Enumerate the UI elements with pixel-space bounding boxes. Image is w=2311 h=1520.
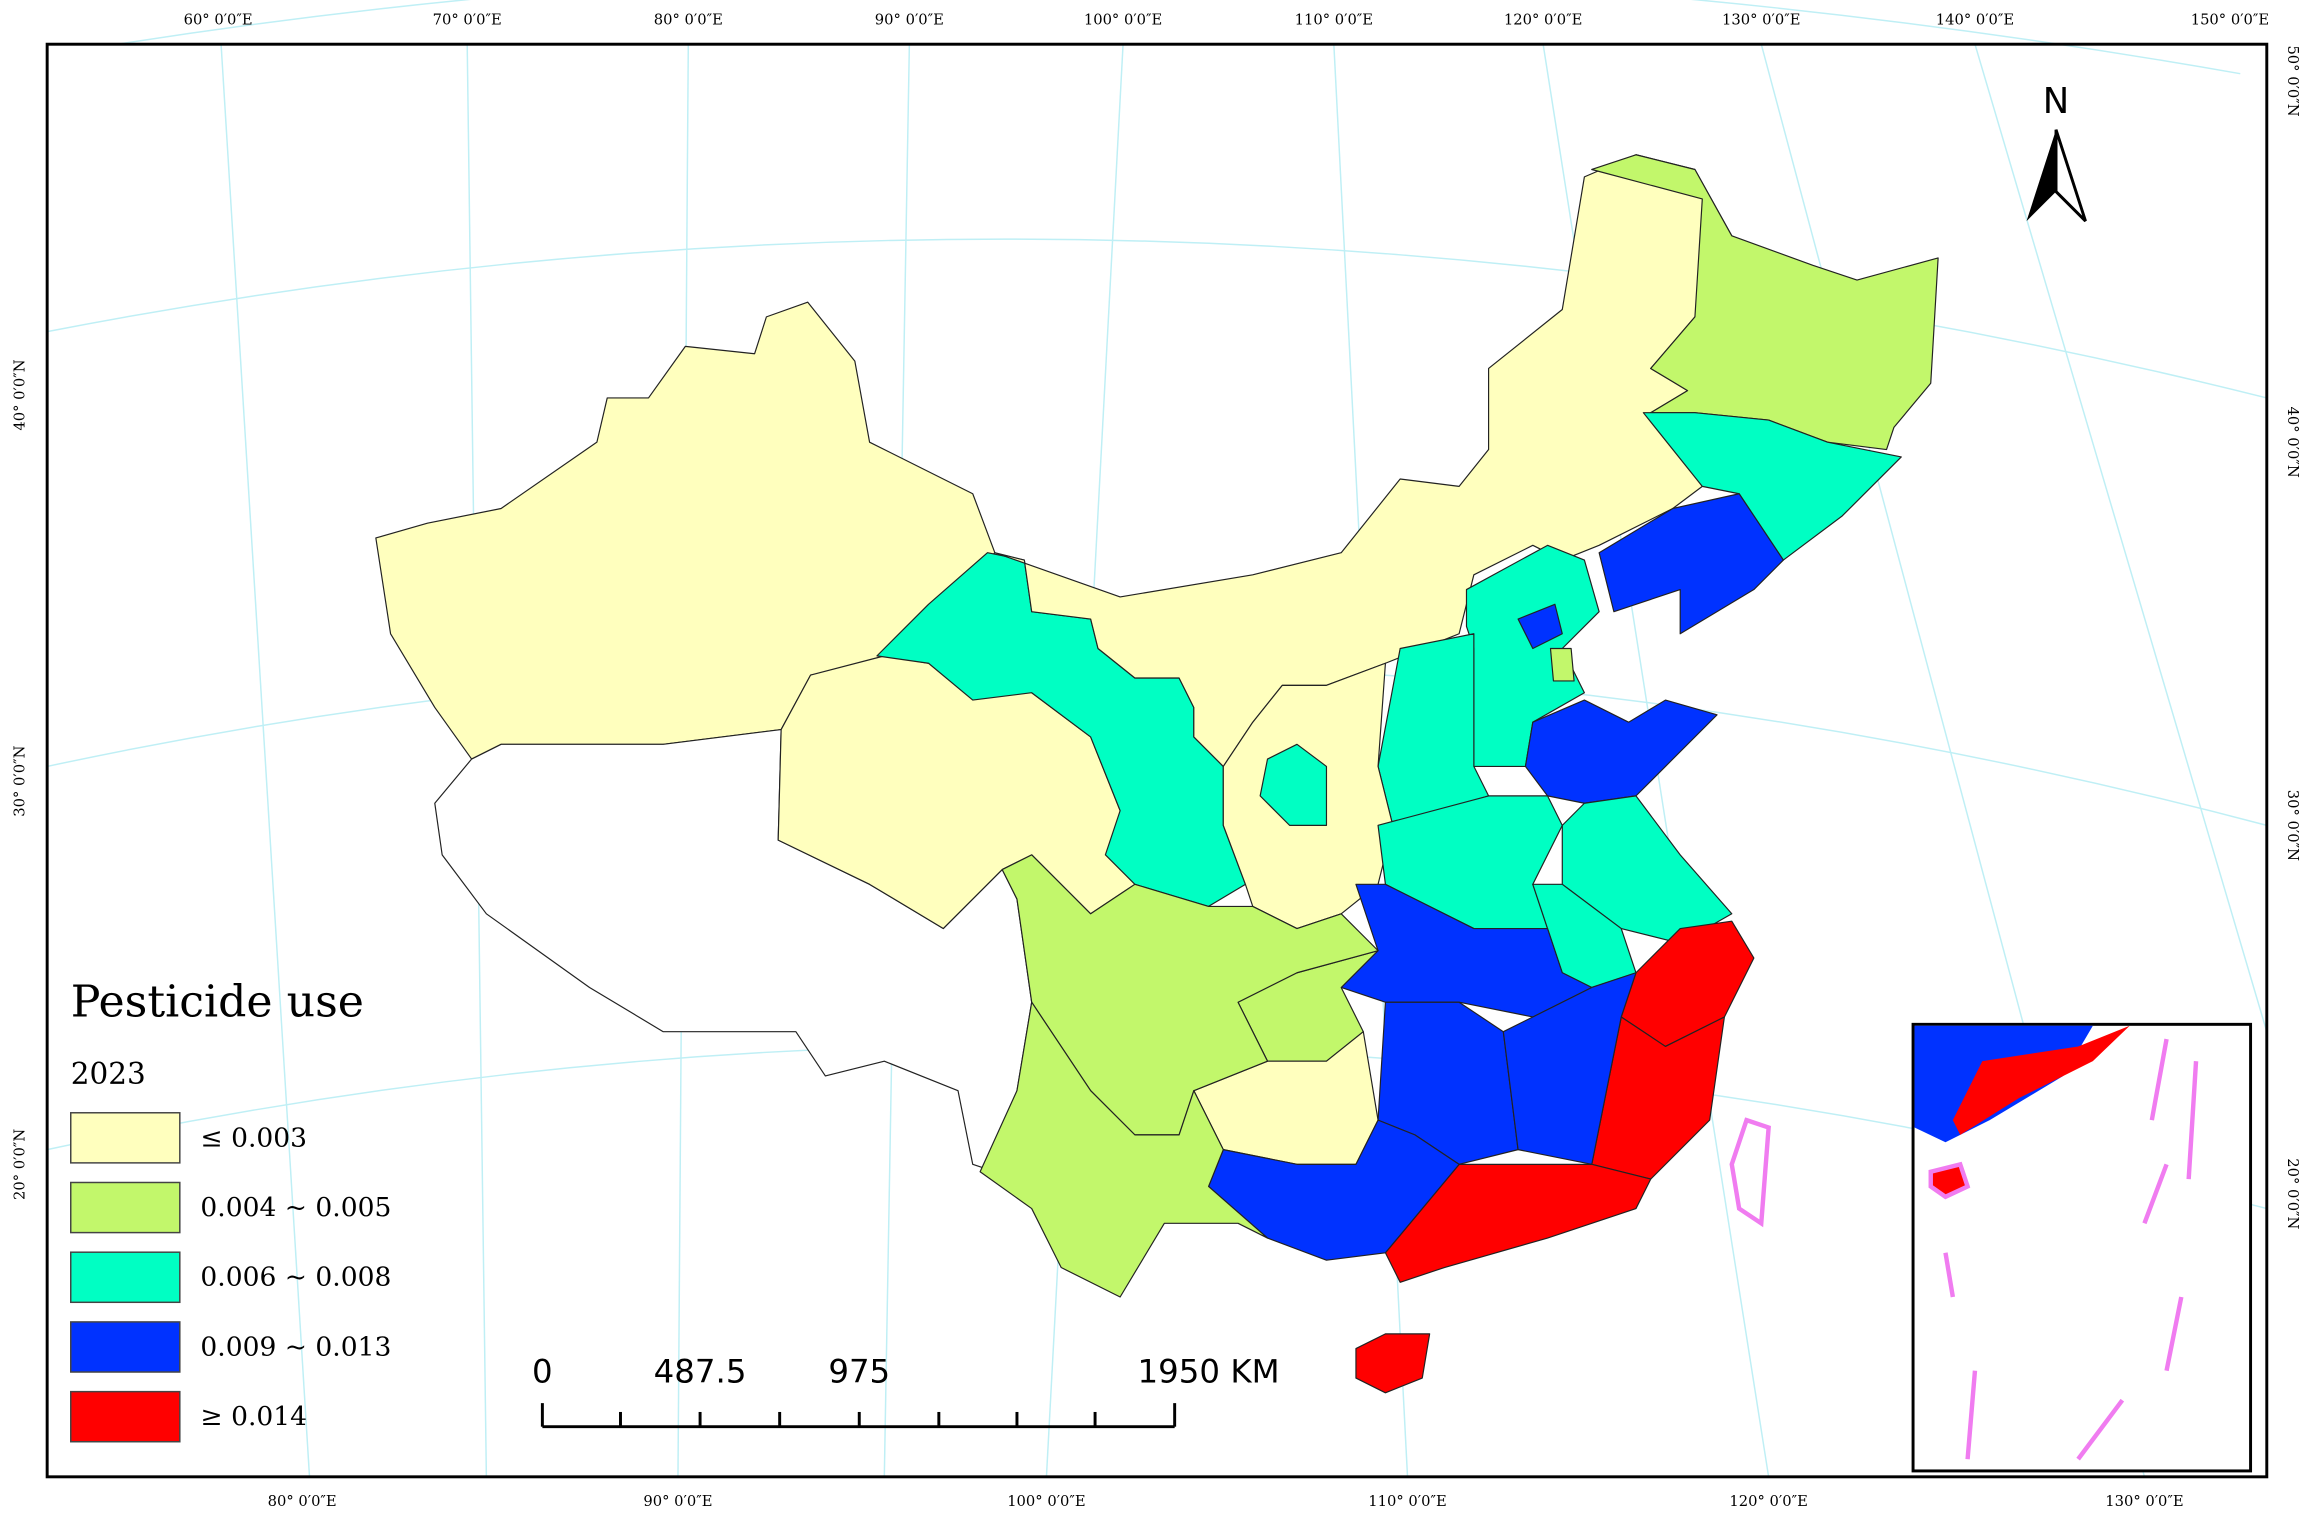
top-coordinate: 130° 0′0″E <box>1722 12 1800 29</box>
inset-map <box>1911 1022 2253 1473</box>
province <box>1642 412 1902 561</box>
province <box>1524 699 1718 804</box>
legend-title: Pesticide use <box>71 977 364 1028</box>
left-coordinate: 20° 0′0″N <box>12 1129 29 1200</box>
bottom-coordinate: 100° 0′0″E <box>1007 1493 1085 1510</box>
legend-swatch <box>70 1112 181 1164</box>
scale-label: 1950 KM <box>1138 1353 1280 1391</box>
north-label: N <box>2043 81 2069 122</box>
legend-label: ≥ 0.014 <box>200 1401 307 1432</box>
taiwan <box>1729 1117 1771 1228</box>
legend-label: 0.006 ~ 0.008 <box>200 1262 391 1293</box>
province <box>979 1001 1269 1298</box>
province <box>1259 743 1328 826</box>
province <box>1591 154 1939 451</box>
legend-swatch <box>70 1321 181 1373</box>
left-coordinate: 40° 0′0″N <box>12 359 29 430</box>
bottom-coordinate: 80° 0′0″E <box>268 1493 337 1510</box>
province <box>1207 1119 1460 1261</box>
top-coordinate: 70° 0′0″E <box>433 12 502 29</box>
top-coordinate: 110° 0′0″E <box>1295 12 1373 29</box>
top-coordinate: 120° 0′0″E <box>1504 12 1582 29</box>
scale-bar <box>540 1403 1177 1429</box>
map-frame <box>45 42 2269 1479</box>
legend-year: 2023 <box>71 1057 146 1091</box>
legend-swatch <box>70 1390 181 1443</box>
top-coordinate: 80° 0′0″E <box>654 12 723 29</box>
province <box>994 154 1733 768</box>
left-coordinate: 30° 0′0″N <box>12 745 29 816</box>
top-coordinate: 140° 0′0″E <box>1936 12 2014 29</box>
legend-label: 0.004 ~ 0.005 <box>200 1192 391 1223</box>
province <box>1355 1333 1431 1394</box>
top-coordinate: 150° 0′0″E <box>2191 12 2269 29</box>
bottom-coordinate: 120° 0′0″E <box>1729 1493 1807 1510</box>
scale-label: 975 <box>828 1353 890 1391</box>
right-coordinate: 30° 0′0″N <box>2284 790 2301 861</box>
province <box>1598 493 1784 635</box>
bottom-coordinate: 130° 0′0″E <box>2105 1493 2183 1510</box>
top-coordinate: 100° 0′0″E <box>1084 12 1162 29</box>
bottom-coordinate: 90° 0′0″E <box>643 1493 712 1510</box>
legend-label: ≤ 0.003 <box>200 1122 307 1153</box>
legend-swatch <box>70 1251 181 1304</box>
right-coordinate: 20° 0′0″N <box>2284 1158 2301 1229</box>
right-coordinate: 40° 0′0″N <box>2284 407 2301 478</box>
north-arrow <box>2026 129 2087 223</box>
bottom-coordinate: 110° 0′0″E <box>1368 1493 1446 1510</box>
right-coordinate: 50° 0′0″N <box>2284 45 2301 116</box>
provinces <box>375 154 1939 1394</box>
province <box>1517 603 1563 650</box>
scale-label: 487.5 <box>654 1353 747 1391</box>
top-coordinate: 60° 0′0″E <box>184 12 253 29</box>
province <box>1502 972 1637 1165</box>
province <box>1384 1163 1652 1283</box>
province <box>1549 647 1575 682</box>
top-coordinate: 90° 0′0″E <box>875 12 944 29</box>
scale-label: 0 <box>532 1353 553 1391</box>
legend-swatch <box>70 1181 181 1234</box>
legend-label: 0.009 ~ 0.013 <box>200 1331 391 1362</box>
